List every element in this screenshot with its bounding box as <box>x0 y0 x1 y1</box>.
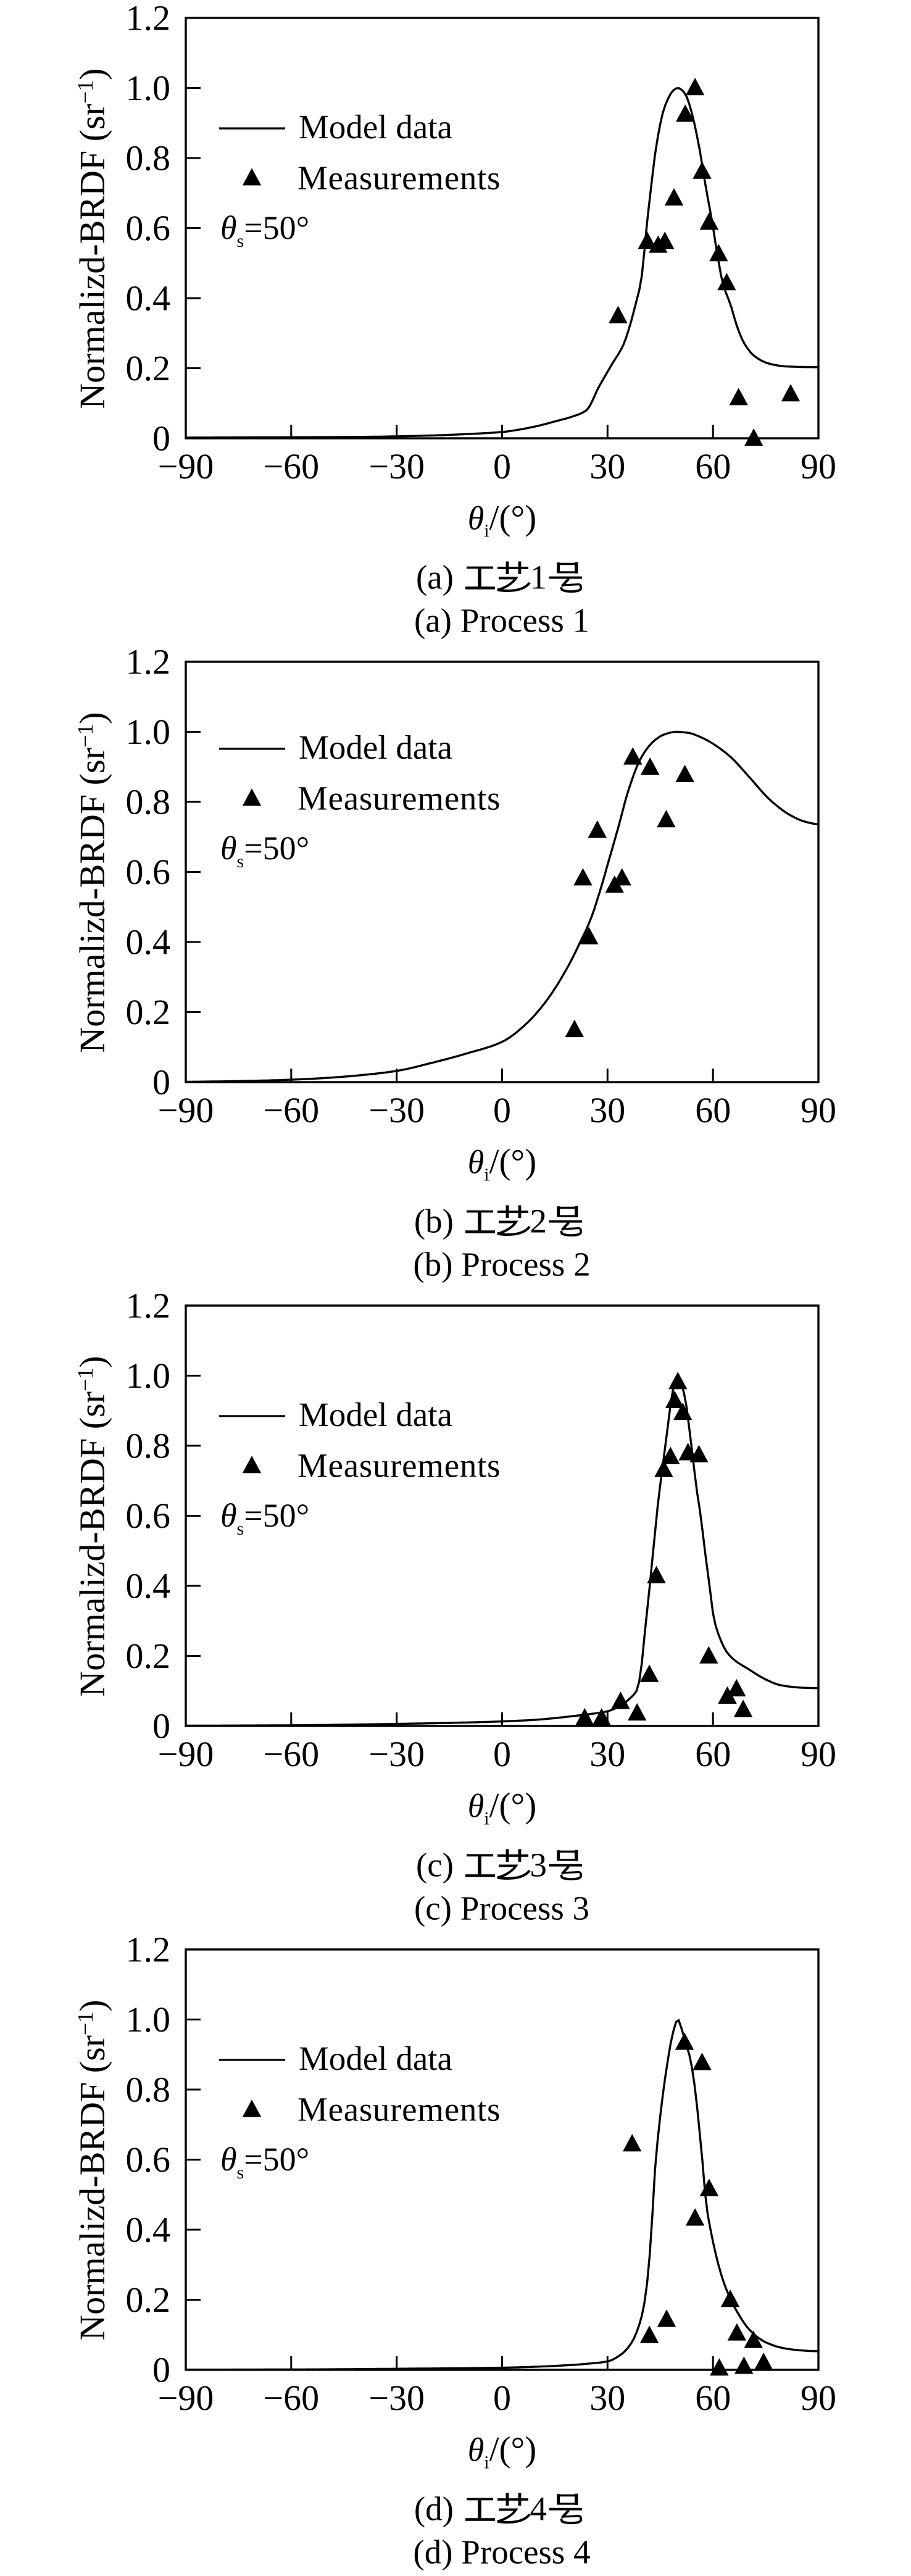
svg-text:Model data: Model data <box>299 1396 452 1433</box>
svg-text:−60: −60 <box>263 2378 319 2418</box>
svg-text:0: 0 <box>493 446 511 486</box>
svg-text:Normalizd-BRDF (sr−1): Normalizd-BRDF (sr−1) <box>72 1999 112 2340</box>
svg-text:0.4: 0.4 <box>126 922 171 962</box>
svg-text:0.6: 0.6 <box>126 208 171 248</box>
svg-text:2: 2 <box>530 1203 547 1240</box>
svg-text:60: 60 <box>695 2378 731 2418</box>
svg-text:θs=50°: θs=50° <box>220 1497 309 1539</box>
svg-text:Normalizd-BRDF (sr−1): Normalizd-BRDF (sr−1) <box>72 68 112 409</box>
svg-text:90: 90 <box>801 446 836 486</box>
svg-text:60: 60 <box>695 446 731 486</box>
svg-text:0.8: 0.8 <box>126 138 171 178</box>
svg-text:Measurements: Measurements <box>297 159 501 197</box>
svg-text:0: 0 <box>152 1706 170 1746</box>
svg-text:0: 0 <box>152 419 170 459</box>
svg-text:−90: −90 <box>158 1734 214 1774</box>
svg-text:Model data: Model data <box>299 728 452 766</box>
svg-text:Measurements: Measurements <box>297 2091 501 2128</box>
svg-text:Model data: Model data <box>299 108 452 146</box>
svg-text:(b) Process 2: (b) Process 2 <box>413 1246 590 1283</box>
svg-text:−30: −30 <box>368 1734 425 1774</box>
svg-text:−90: −90 <box>158 1090 214 1130</box>
svg-text:0: 0 <box>493 1734 511 1774</box>
svg-text:3: 3 <box>530 1846 547 1884</box>
svg-text:90: 90 <box>801 1090 836 1130</box>
svg-text:1.2: 1.2 <box>126 0 171 38</box>
svg-text:0.2: 0.2 <box>126 1636 171 1676</box>
svg-text:−60: −60 <box>263 446 319 486</box>
svg-text:1.0: 1.0 <box>126 1999 171 2040</box>
svg-text:Normalizd-BRDF (sr−1): Normalizd-BRDF (sr−1) <box>72 1356 112 1696</box>
svg-text:−30: −30 <box>368 2378 425 2418</box>
svg-text:−90: −90 <box>158 2378 214 2418</box>
svg-text:(b): (b) <box>414 1203 454 1240</box>
svg-text:60: 60 <box>695 1090 731 1130</box>
svg-text:0.8: 0.8 <box>126 2070 171 2110</box>
svg-text:−90: −90 <box>158 446 214 486</box>
svg-text:0.4: 0.4 <box>126 278 171 319</box>
svg-text:(d): (d) <box>414 2490 454 2528</box>
svg-text:0.8: 0.8 <box>126 1426 171 1466</box>
svg-text:0: 0 <box>493 1090 511 1130</box>
svg-text:(c): (c) <box>416 1846 454 1884</box>
svg-text:1: 1 <box>530 559 547 596</box>
svg-text:60: 60 <box>695 1734 731 1774</box>
svg-text:1.2: 1.2 <box>126 1930 171 1970</box>
svg-text:30: 30 <box>589 1734 625 1774</box>
svg-text:1.2: 1.2 <box>126 1286 171 1326</box>
svg-text:θi/(°): θi/(°) <box>468 1143 536 1185</box>
svg-text:−60: −60 <box>263 1090 319 1130</box>
svg-text:0.6: 0.6 <box>126 1496 171 1536</box>
svg-text:0.4: 0.4 <box>126 1566 171 1606</box>
svg-text:θi/(°): θi/(°) <box>468 2430 536 2473</box>
svg-text:1.2: 1.2 <box>126 642 171 682</box>
svg-text:1.0: 1.0 <box>126 712 171 752</box>
svg-text:Normalizd-BRDF (sr−1): Normalizd-BRDF (sr−1) <box>72 712 112 1052</box>
svg-text:θi/(°): θi/(°) <box>468 499 536 541</box>
svg-text:(a): (a) <box>416 559 454 596</box>
svg-text:−30: −30 <box>368 446 425 486</box>
svg-text:0.2: 0.2 <box>126 348 171 388</box>
svg-text:θs=50°: θs=50° <box>220 830 309 872</box>
svg-text:90: 90 <box>801 2378 836 2418</box>
svg-text:(d) Process 4: (d) Process 4 <box>413 2533 590 2571</box>
svg-text:30: 30 <box>589 2378 625 2418</box>
svg-text:θs=50°: θs=50° <box>220 209 309 251</box>
svg-text:0.2: 0.2 <box>126 2280 171 2320</box>
svg-text:0.2: 0.2 <box>126 992 171 1032</box>
svg-text:(c) Process 3: (c) Process 3 <box>414 1890 589 1927</box>
svg-text:Measurements: Measurements <box>297 780 501 817</box>
svg-text:(a) Process 1: (a) Process 1 <box>414 602 589 640</box>
svg-text:−30: −30 <box>368 1090 425 1130</box>
svg-text:30: 30 <box>589 1090 625 1130</box>
svg-text:0: 0 <box>152 2350 170 2390</box>
svg-text:−60: −60 <box>263 1734 319 1774</box>
svg-text:0.4: 0.4 <box>126 2210 171 2250</box>
svg-text:0: 0 <box>493 2378 511 2418</box>
svg-text:θi/(°): θi/(°) <box>468 1786 536 1829</box>
svg-text:0.6: 0.6 <box>126 2140 171 2180</box>
svg-text:0.6: 0.6 <box>126 852 171 892</box>
svg-text:Model data: Model data <box>299 2040 452 2077</box>
svg-text:1.0: 1.0 <box>126 68 171 108</box>
svg-text:4: 4 <box>530 2490 547 2528</box>
svg-text:30: 30 <box>589 446 625 486</box>
svg-text:Measurements: Measurements <box>297 1447 501 1485</box>
svg-text:0.8: 0.8 <box>126 782 171 822</box>
svg-text:θs=50°: θs=50° <box>220 2141 309 2183</box>
svg-text:1.0: 1.0 <box>126 1356 171 1396</box>
svg-text:0: 0 <box>152 1062 170 1103</box>
svg-text:90: 90 <box>801 1734 836 1774</box>
